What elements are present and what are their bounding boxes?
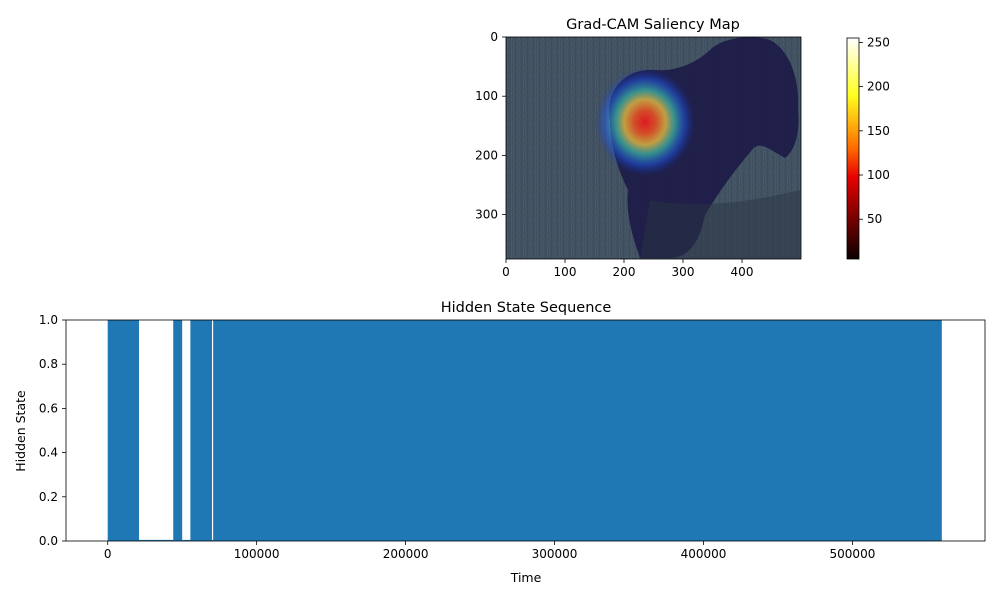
sequence-y-tick-label: 0.6	[39, 401, 58, 415]
state-segment	[107, 320, 139, 541]
image-x-tick-label: 100	[554, 265, 577, 279]
image-y-tick-label: 300	[475, 208, 498, 222]
saliency-title: Grad-CAM Saliency Map	[566, 17, 740, 33]
sequence-x-tick-label: 400000	[681, 547, 727, 561]
image-y-tick-label: 200	[475, 148, 498, 162]
y-axis-label: Hidden State	[13, 390, 28, 472]
state-segment	[190, 320, 212, 541]
sequence-title: Hidden State Sequence	[441, 300, 612, 316]
image-y-axis: 0 100 200 300	[475, 30, 506, 222]
dog-shadow	[640, 190, 800, 259]
sequence-plot-area	[107, 320, 942, 542]
image-x-tick-label: 200	[613, 265, 636, 279]
sequence-x-tick-label: 100000	[234, 547, 280, 561]
state-segment	[213, 320, 942, 541]
colorbar-tick-label: 250	[867, 35, 890, 49]
image-y-tick-label: 0	[490, 30, 498, 44]
sequence-x-axis: 0 100000 200000 300000 400000 500000	[104, 541, 875, 561]
image-frame	[505, 36, 802, 260]
saliency-image	[506, 37, 801, 259]
colorbar-tick-label: 200	[867, 80, 890, 94]
colorbar-tick-label: 50	[867, 212, 882, 226]
colorbar-tick-label: 150	[867, 124, 890, 138]
x-axis-label: Time	[510, 570, 542, 585]
image-x-tick-label: 0	[502, 265, 510, 279]
image-y-tick-label: 100	[475, 89, 498, 103]
sequence-x-tick-label: 300000	[532, 547, 578, 561]
sequence-frame	[65, 319, 986, 542]
image-x-tick-label: 300	[672, 265, 695, 279]
colorbar-tick-label: 100	[867, 168, 890, 182]
sequence-y-tick-label: 0.8	[39, 357, 58, 371]
sequence-x-tick-label: 500000	[830, 547, 876, 561]
sequence-y-tick-label: 0.2	[39, 490, 58, 504]
image-x-axis: 0 100 200 300 400	[502, 259, 753, 279]
sequence-x-tick-label: 200000	[383, 547, 429, 561]
sequence-y-tick-label: 0.0	[39, 534, 58, 548]
image-x-tick-label: 400	[731, 265, 754, 279]
sequence-y-tick-label: 0.4	[39, 446, 58, 460]
sequence-y-tick-label: 1.0	[39, 313, 58, 327]
colorbar-axis: 50 100 150 200 250	[859, 35, 890, 226]
state-segment	[173, 320, 183, 541]
saliency-heat	[595, 68, 695, 176]
sequence-x-tick-label: 0	[104, 547, 112, 561]
colorbar	[846, 37, 860, 260]
sequence-y-axis: 0.0 0.2 0.4 0.6 0.8 1.0	[39, 313, 66, 548]
